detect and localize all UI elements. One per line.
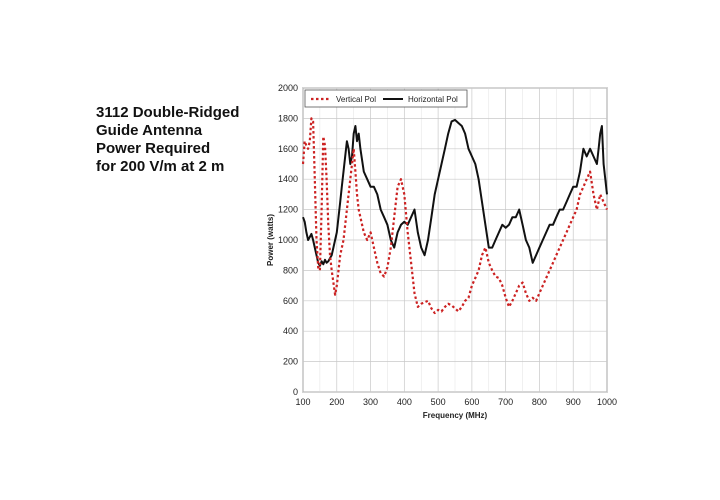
chart-title-line-1: 3112 Double-Ridged <box>96 104 240 121</box>
y-tick-label: 1000 <box>278 235 298 245</box>
y-tick-label: 2000 <box>278 83 298 93</box>
chart-title-line-4: for 200 V/m at 2 m <box>96 158 225 175</box>
x-tick-label: 700 <box>498 397 513 407</box>
x-axis-label: Frequency (MHz) <box>423 411 488 420</box>
x-tick-label: 100 <box>295 397 310 407</box>
tick-labels: 100 200 300 400 500 600 700 800 900 1000 0 200 400 60… <box>278 83 617 407</box>
y-tick-label: 200 <box>283 357 298 367</box>
y-tick-label: 1200 <box>278 205 298 215</box>
y-axis-label: Power (watts) <box>266 214 275 266</box>
x-tick-label: 1000 <box>597 397 617 407</box>
chart-title-line-2: Guide Antenna <box>96 122 203 139</box>
chart-title-line-3: Power Required <box>96 140 211 157</box>
series-layer <box>301 117 609 315</box>
x-tick-label: 900 <box>566 397 581 407</box>
x-tick-label: 200 <box>329 397 344 407</box>
legend-label-horizontal: Horizontal Pol <box>408 95 458 104</box>
legend-label-vertical: Vertical Pol <box>336 95 376 104</box>
x-tick-label: 500 <box>431 397 446 407</box>
y-tick-label: 600 <box>283 296 298 306</box>
series-line-vertical-pol <box>301 117 609 315</box>
x-tick-label: 600 <box>464 397 479 407</box>
legend: Vertical Pol Horizontal Pol <box>304 89 468 108</box>
y-tick-label: 1400 <box>278 174 298 184</box>
y-tick-label: 0 <box>293 387 298 397</box>
grid <box>302 87 608 393</box>
series-line-horizontal-pol <box>302 118 608 267</box>
x-tick-label: 300 <box>363 397 378 407</box>
x-tick-label: 400 <box>397 397 412 407</box>
x-tick-label: 800 <box>532 397 547 407</box>
y-tick-label: 400 <box>283 326 298 336</box>
y-tick-label: 1600 <box>278 144 298 154</box>
y-tick-label: 800 <box>283 265 298 275</box>
chart-title: 3112 Double-Ridged Guide Antenna Power R… <box>96 104 239 176</box>
y-tick-label: 1800 <box>278 113 298 123</box>
